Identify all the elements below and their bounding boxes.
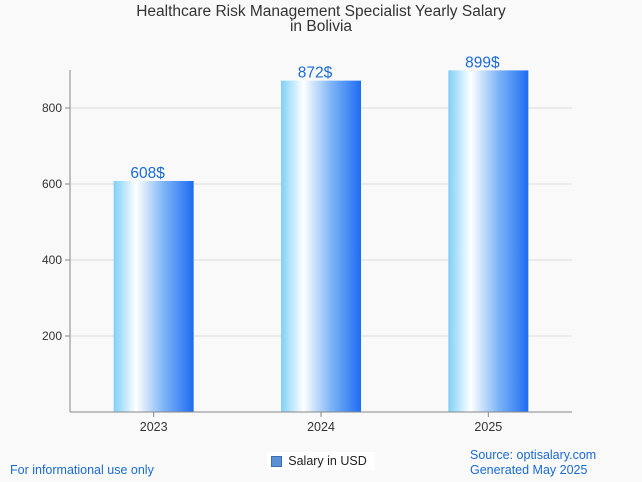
footer-generated: Generated May 2025 <box>470 463 588 477</box>
bar-2023[interactable] <box>113 180 194 412</box>
legend-label: Salary in USD <box>288 454 367 468</box>
y-tick-label: 800 <box>42 101 62 115</box>
x-tick-label: 2024 <box>307 420 335 434</box>
data-label: 608$ <box>130 165 165 182</box>
bar-2024[interactable] <box>281 80 361 412</box>
chart-title: Healthcare Risk Management Specialist Ye… <box>0 3 642 35</box>
y-tick-label: 400 <box>42 253 62 267</box>
data-label: 872$ <box>298 65 333 82</box>
x-tick-label: 2023 <box>140 420 168 434</box>
chart-title-line-1: Healthcare Risk Management Specialist Ye… <box>136 3 506 20</box>
footer-disclaimer: For informational use only <box>10 463 154 477</box>
x-tick-label: 2025 <box>474 420 502 434</box>
y-tick-label: 600 <box>42 177 62 191</box>
legend-item[interactable]: Salary in USD <box>267 452 375 470</box>
legend: Salary in USD <box>0 452 642 470</box>
y-tick-label: 200 <box>42 329 62 343</box>
footer-source[interactable]: Source: optisalary.com <box>470 448 597 462</box>
data-label: 899$ <box>465 54 500 71</box>
legend-swatch <box>271 455 283 467</box>
bar-2025[interactable] <box>448 70 529 412</box>
chart-title-line-2: in Bolivia <box>289 18 353 35</box>
footer-source-block: Source: optisalary.com Generated May 202… <box>470 448 596 478</box>
